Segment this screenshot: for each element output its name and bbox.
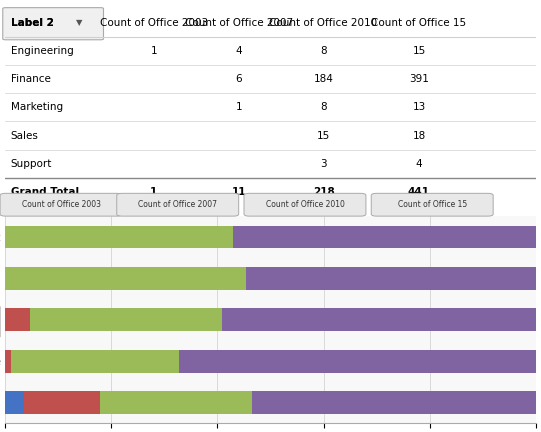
- Bar: [5, 308, 30, 331]
- Text: Marketing: Marketing: [11, 102, 63, 112]
- Bar: [252, 391, 536, 414]
- Text: 8: 8: [320, 46, 327, 56]
- FancyBboxPatch shape: [117, 194, 239, 216]
- Text: Label 2: Label 2: [11, 18, 54, 28]
- Text: Count of Office 2007: Count of Office 2007: [184, 18, 293, 28]
- Text: 15: 15: [412, 46, 426, 56]
- Bar: [30, 308, 222, 331]
- FancyBboxPatch shape: [371, 194, 493, 216]
- Bar: [246, 267, 536, 290]
- Text: Count of Office 2010: Count of Office 2010: [269, 18, 378, 28]
- Text: 218: 218: [313, 187, 334, 197]
- Bar: [5, 391, 24, 414]
- FancyBboxPatch shape: [3, 8, 103, 40]
- FancyBboxPatch shape: [244, 194, 366, 216]
- Text: 18: 18: [412, 130, 426, 140]
- Text: Support: Support: [11, 159, 52, 169]
- Text: Count of Office 2007: Count of Office 2007: [138, 200, 217, 209]
- Text: 11: 11: [232, 187, 246, 197]
- Text: Label 2: Label 2: [11, 18, 54, 28]
- Bar: [179, 350, 536, 372]
- Bar: [233, 226, 536, 248]
- Text: 1: 1: [150, 187, 157, 197]
- Text: 6: 6: [235, 74, 242, 84]
- Text: Count of Office 2010: Count of Office 2010: [266, 200, 345, 209]
- Text: 4: 4: [415, 159, 423, 169]
- Text: Grand Total: Grand Total: [11, 187, 79, 197]
- Text: 13: 13: [412, 102, 426, 112]
- Text: 3: 3: [320, 159, 327, 169]
- Text: Count of Office 2003: Count of Office 2003: [100, 18, 208, 28]
- Text: 1: 1: [150, 46, 157, 56]
- Bar: [5, 350, 11, 372]
- Bar: [11, 350, 179, 372]
- Text: Engineering: Engineering: [11, 46, 74, 56]
- Bar: [222, 308, 536, 331]
- Text: ▼: ▼: [76, 18, 83, 27]
- Text: 4: 4: [235, 46, 242, 56]
- Text: 391: 391: [409, 74, 429, 84]
- Text: 441: 441: [408, 187, 430, 197]
- Text: 1: 1: [235, 102, 242, 112]
- Bar: [100, 391, 252, 414]
- Text: Finance: Finance: [11, 74, 51, 84]
- Text: 184: 184: [314, 74, 333, 84]
- Text: 8: 8: [320, 102, 327, 112]
- Text: 15: 15: [317, 130, 330, 140]
- Text: Count of Office 15: Count of Office 15: [398, 200, 467, 209]
- Text: Sales: Sales: [11, 130, 38, 140]
- Text: Count of Office 2003: Count of Office 2003: [22, 200, 101, 209]
- Bar: [5, 267, 246, 290]
- Bar: [24, 391, 100, 414]
- FancyBboxPatch shape: [0, 194, 122, 216]
- Bar: [5, 226, 233, 248]
- Text: Count of Office 15: Count of Office 15: [371, 18, 466, 28]
